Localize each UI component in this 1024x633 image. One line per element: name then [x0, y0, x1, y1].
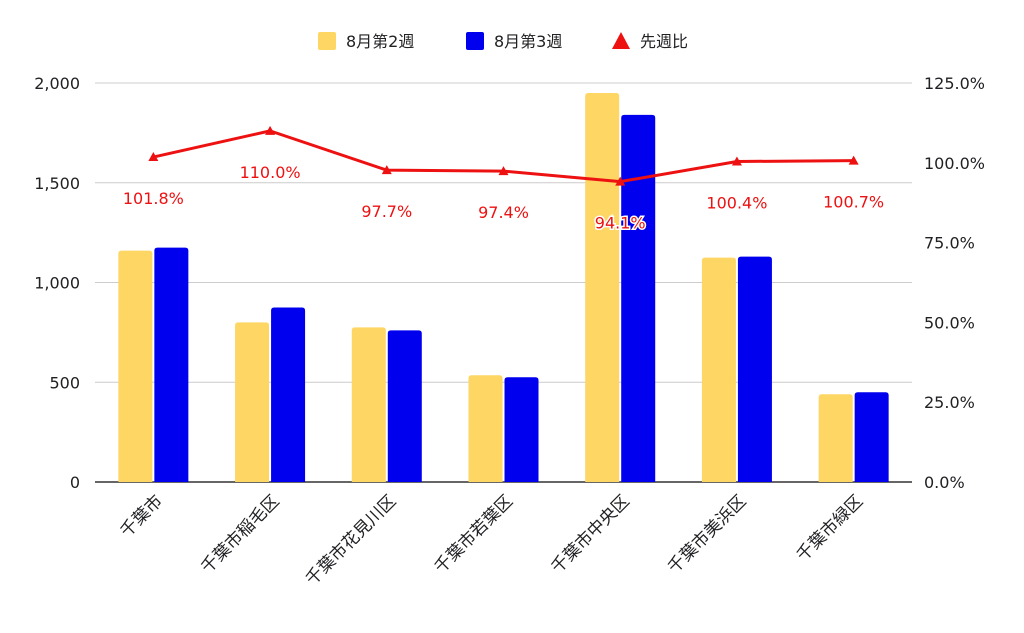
- ratio-data-label: 97.7%: [361, 202, 412, 221]
- right-tick-label: 50.0%: [924, 313, 975, 332]
- ratio-point: [148, 152, 159, 162]
- ratio-data-label: 100.4%: [706, 194, 767, 213]
- data-labels: 101.8% 110.0% 97.7% 97.4% 94.1% 100.4% 100.7%: [123, 163, 884, 234]
- legend-label: 先週比: [640, 32, 688, 51]
- ratio-point: [731, 156, 742, 166]
- left-tick-label: 0: [70, 473, 80, 492]
- category-label: 千葉市緑区: [793, 491, 867, 565]
- category-label: 千葉市中央区: [547, 491, 633, 577]
- ratio-data-label: 94.1%: [595, 214, 646, 233]
- right-tick-label: 100.0%: [924, 154, 985, 173]
- left-tick-label: 500: [49, 373, 80, 392]
- bars: [118, 92, 889, 483]
- ratio-point: [848, 155, 859, 165]
- ratio-line: [148, 125, 859, 186]
- bar-week3: [621, 114, 656, 483]
- bar-week3: [271, 307, 306, 482]
- ratio-point: [265, 125, 276, 135]
- right-tick-label: 0.0%: [924, 473, 965, 492]
- category-label: 千葉市稲毛区: [197, 491, 283, 577]
- bar-week2: [235, 322, 270, 482]
- bar-week3: [387, 330, 422, 482]
- bar-week2: [585, 92, 620, 482]
- ratio-data-label: 97.4%: [478, 203, 529, 222]
- left-tick-label: 2,000: [34, 74, 80, 93]
- ratio-data-label: 110.0%: [240, 163, 301, 182]
- category-label: 千葉市: [117, 491, 167, 541]
- category-labels: 千葉市 千葉市稲毛区 千葉市花見川区 千葉市若葉区 千葉市中央区 千葉市美浜区 千葉市緑区: [117, 491, 867, 589]
- bar-week2: [818, 394, 853, 482]
- category-label: 千葉市美浜区: [664, 491, 750, 577]
- bar-week2: [701, 257, 736, 482]
- category-label: 千葉市若葉区: [431, 491, 517, 577]
- ratio-data-label: 100.7%: [823, 193, 884, 212]
- right-tick-label: 75.0%: [924, 234, 975, 253]
- ratio-point: [498, 166, 509, 176]
- category-label: 千葉市花見川区: [302, 491, 400, 589]
- legend: 8月第2週 8月第3週 先週比: [318, 32, 688, 51]
- legend-swatch: [466, 32, 484, 50]
- left-axis: 0 500 1,000 1,500 2,000: [34, 74, 80, 492]
- legend-swatch: [612, 32, 630, 49]
- ratio-point: [381, 165, 392, 175]
- legend-item: 先週比: [612, 32, 688, 51]
- legend-label: 8月第2週: [346, 32, 414, 51]
- bar-week2: [118, 250, 153, 482]
- left-tick-label: 1,500: [34, 174, 80, 193]
- right-tick-label: 25.0%: [924, 393, 975, 412]
- left-tick-label: 1,000: [34, 274, 80, 293]
- ratio-data-label: 101.8%: [123, 189, 184, 208]
- legend-swatch: [318, 32, 336, 50]
- bar-week3: [737, 256, 772, 482]
- bar-week3: [504, 377, 539, 482]
- legend-item: 8月第3週: [466, 32, 562, 51]
- gridlines: [95, 82, 912, 483]
- bar-week3: [854, 392, 889, 482]
- right-tick-label: 125.0%: [924, 74, 985, 93]
- bar-week2: [351, 327, 386, 482]
- bar-week3: [154, 247, 189, 482]
- legend-label: 8月第3週: [494, 32, 562, 51]
- ratio-point: [615, 176, 626, 186]
- bar-week2: [468, 375, 503, 482]
- right-axis: 0.0% 25.0% 50.0% 75.0% 100.0% 125.0%: [924, 74, 985, 492]
- legend-item: 8月第2週: [318, 32, 414, 51]
